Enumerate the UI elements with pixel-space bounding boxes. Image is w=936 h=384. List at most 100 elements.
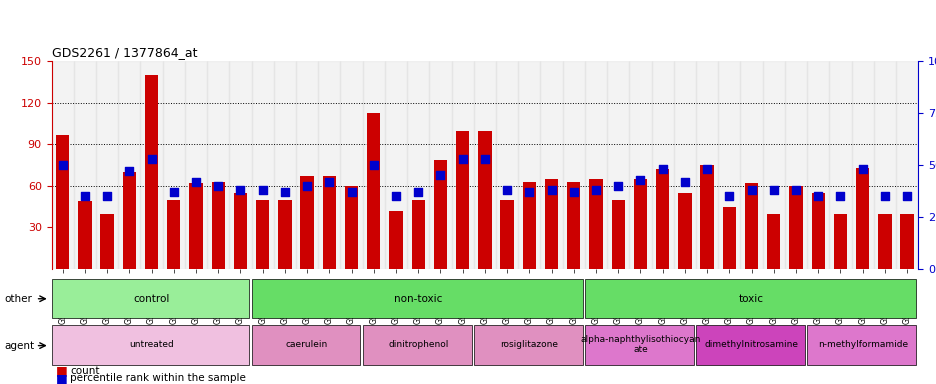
Text: dinitrophenol: dinitrophenol (388, 340, 448, 349)
Point (521, 189, 536, 195)
Text: non-toxic: non-toxic (394, 293, 442, 304)
Bar (788, 186, 802, 269)
Point (743, 187, 758, 193)
Point (277, 189, 292, 195)
Bar (873, 61, 895, 269)
Bar (456, 131, 469, 269)
FancyBboxPatch shape (584, 325, 693, 364)
Point (654, 166, 669, 172)
Text: alpha-naphthylisothiocyan
ate: alpha-naphthylisothiocyan ate (579, 335, 700, 354)
Point (876, 193, 891, 199)
Bar (56, 135, 69, 269)
Bar (251, 61, 273, 269)
Point (366, 162, 381, 168)
Text: toxic: toxic (739, 293, 763, 304)
FancyBboxPatch shape (474, 325, 582, 364)
Bar (563, 61, 584, 269)
FancyBboxPatch shape (362, 325, 471, 364)
Point (233, 187, 248, 193)
Bar (744, 183, 757, 269)
Point (455, 156, 470, 162)
Bar (651, 61, 673, 269)
Bar (189, 183, 202, 269)
Bar (184, 61, 207, 269)
Bar (51, 61, 74, 269)
Bar (474, 61, 495, 269)
Bar (318, 61, 340, 269)
Bar (500, 200, 513, 269)
Bar (522, 182, 535, 269)
FancyBboxPatch shape (584, 279, 915, 318)
Bar (762, 61, 784, 269)
Bar (518, 61, 540, 269)
Bar (629, 61, 651, 269)
Bar (78, 201, 92, 269)
Bar (784, 61, 806, 269)
Bar (167, 200, 181, 269)
Point (788, 187, 803, 193)
Text: n-methylformamide: n-methylformamide (817, 340, 907, 349)
Bar (678, 193, 691, 269)
Bar (296, 61, 318, 269)
Bar (545, 179, 558, 269)
Bar (607, 61, 629, 269)
Point (766, 187, 781, 193)
Point (855, 166, 870, 172)
Bar (739, 61, 762, 269)
FancyBboxPatch shape (251, 325, 360, 364)
Text: caerulein: caerulein (285, 340, 328, 349)
Bar (833, 214, 846, 269)
Bar (406, 61, 429, 269)
Text: dimethylnitrosamine: dimethylnitrosamine (704, 340, 797, 349)
Bar (589, 179, 602, 269)
Bar (273, 61, 296, 269)
Point (588, 187, 603, 193)
Point (899, 193, 914, 199)
Bar (851, 61, 873, 269)
Bar (411, 200, 424, 269)
Bar (95, 61, 118, 269)
Bar (344, 186, 358, 269)
Text: count: count (70, 366, 99, 376)
Bar (163, 61, 184, 269)
Bar (278, 200, 291, 269)
Bar (856, 168, 869, 269)
FancyBboxPatch shape (51, 325, 249, 364)
Bar (718, 61, 739, 269)
Text: untreated: untreated (129, 340, 174, 349)
FancyBboxPatch shape (806, 325, 915, 364)
Text: control: control (133, 293, 169, 304)
Point (166, 189, 181, 195)
Bar (256, 200, 269, 269)
Bar (300, 176, 314, 269)
FancyBboxPatch shape (695, 325, 804, 364)
Point (388, 193, 403, 199)
Bar (207, 61, 229, 269)
Bar (899, 214, 913, 269)
Text: ■: ■ (56, 372, 68, 384)
FancyBboxPatch shape (51, 279, 249, 318)
Bar (566, 182, 579, 269)
Point (677, 179, 692, 185)
Bar (367, 113, 380, 269)
Bar (584, 61, 607, 269)
Point (476, 156, 492, 162)
Bar (655, 169, 668, 269)
Bar (322, 176, 336, 269)
Point (55, 162, 70, 168)
Bar (389, 211, 402, 269)
Point (565, 189, 580, 195)
Point (832, 193, 847, 199)
Text: other: other (5, 294, 33, 304)
Point (99, 193, 114, 199)
Bar (695, 61, 718, 269)
Bar (877, 214, 891, 269)
Text: GDS2261 / 1377864_at: GDS2261 / 1377864_at (51, 46, 197, 59)
Bar (433, 160, 446, 269)
Point (810, 193, 825, 199)
Point (410, 189, 425, 195)
Bar (429, 61, 451, 269)
Bar (895, 61, 917, 269)
Bar (385, 61, 406, 269)
Point (721, 193, 736, 199)
